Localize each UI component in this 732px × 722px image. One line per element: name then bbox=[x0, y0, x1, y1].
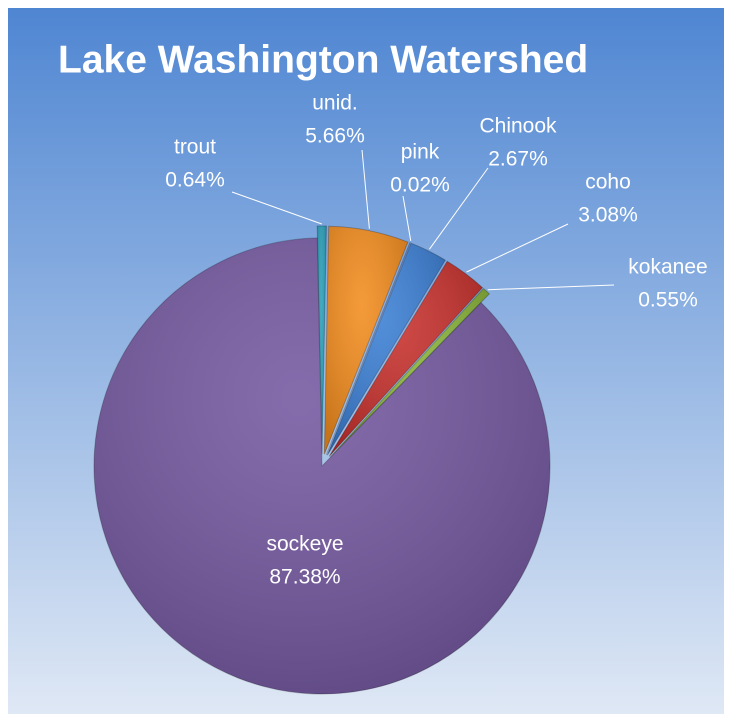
slice-shade bbox=[94, 238, 551, 694]
value-label: 87.38% bbox=[269, 566, 340, 589]
leader-line bbox=[231, 191, 322, 225]
value-label: 0.02% bbox=[390, 174, 450, 197]
slice-label: coho bbox=[585, 171, 631, 194]
leader-line bbox=[361, 149, 370, 229]
leader-line bbox=[429, 167, 489, 250]
value-label: 3.08% bbox=[578, 204, 638, 227]
slice-label: trout bbox=[174, 136, 216, 159]
slice-label: sockeye bbox=[266, 533, 343, 556]
slice-shade bbox=[329, 261, 483, 457]
slice-shade bbox=[324, 226, 408, 455]
leader-line bbox=[466, 223, 569, 273]
slice-label: Chinook bbox=[479, 115, 557, 138]
slice-label: kokanee bbox=[628, 256, 707, 279]
value-label: 0.55% bbox=[638, 289, 698, 312]
slice-label: pink bbox=[401, 141, 440, 164]
slice-shade bbox=[327, 243, 446, 456]
chart-title: Lake Washington Watershed bbox=[58, 38, 588, 81]
value-label: 5.66% bbox=[305, 125, 365, 148]
slice-shade bbox=[326, 242, 411, 455]
value-label: 2.67% bbox=[488, 148, 548, 171]
leader-line bbox=[487, 284, 615, 291]
slice-label: unid. bbox=[312, 92, 358, 115]
slice-shade bbox=[317, 226, 327, 454]
slice-shade bbox=[330, 288, 490, 458]
leader-line bbox=[402, 195, 412, 241]
value-label: 0.64% bbox=[165, 169, 225, 192]
